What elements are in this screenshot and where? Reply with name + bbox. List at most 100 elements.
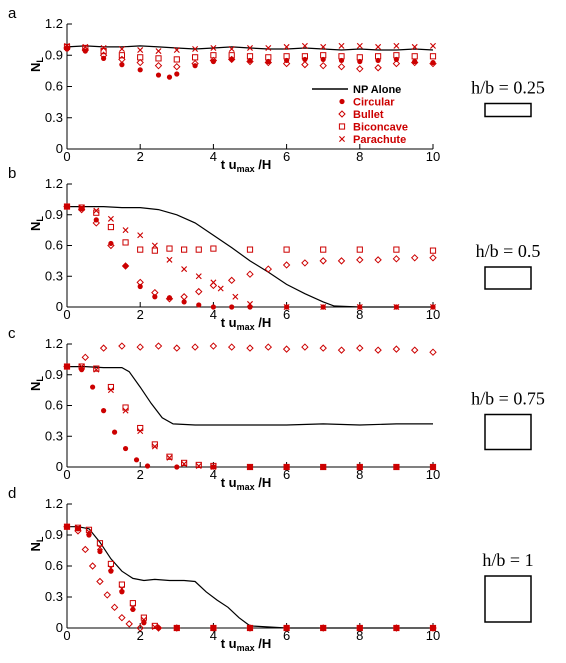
data-point <box>192 54 199 61</box>
data-point <box>301 53 308 60</box>
data-point <box>195 287 203 296</box>
data-point <box>154 624 163 632</box>
data-point <box>107 387 114 394</box>
data-point <box>320 464 327 470</box>
data-point <box>181 299 187 305</box>
data-point <box>195 462 202 469</box>
data-point <box>78 204 85 211</box>
data-point <box>229 304 235 310</box>
data-point <box>429 59 437 68</box>
x-tick-label: 10 <box>426 467 440 482</box>
data-point <box>195 461 202 469</box>
aspect-ratio-label: h/b = 1 <box>482 550 533 570</box>
data-point <box>246 57 254 66</box>
data-point <box>283 624 290 632</box>
x-axis-label: t umax /H <box>221 636 272 653</box>
data-point <box>151 247 158 254</box>
x-tick-label: 2 <box>137 628 144 643</box>
data-point <box>122 227 129 234</box>
data-point <box>192 63 198 69</box>
data-point <box>227 276 236 285</box>
data-point <box>393 463 400 471</box>
legend-label-np-alone: NP Alone <box>353 84 401 96</box>
series-bullet <box>63 44 437 73</box>
data-point <box>319 61 327 70</box>
aspect-ratio-label: h/b = 0.25 <box>471 78 545 98</box>
data-point <box>246 246 254 253</box>
data-point <box>137 54 144 61</box>
data-point <box>228 52 235 59</box>
data-point <box>210 462 217 470</box>
data-point <box>430 42 436 49</box>
legend-marker-circular <box>339 98 345 105</box>
data-point <box>103 591 111 599</box>
data-point <box>174 464 180 470</box>
data-point <box>374 256 382 264</box>
data-point <box>393 42 400 49</box>
x-tick-label: 6 <box>283 467 290 482</box>
data-point <box>119 62 125 68</box>
data-point <box>264 343 273 351</box>
np-alone-line <box>67 206 433 308</box>
data-point <box>63 363 71 370</box>
data-point <box>111 429 118 435</box>
y-tick-label: 0.9 <box>45 207 63 222</box>
data-point <box>264 265 273 273</box>
data-point <box>375 43 382 50</box>
data-point <box>319 344 327 352</box>
data-point <box>393 625 400 631</box>
data-point <box>137 67 143 73</box>
series-circular <box>64 203 436 310</box>
data-point <box>173 344 181 352</box>
data-point <box>356 624 363 632</box>
data-point <box>374 346 382 354</box>
y-tick-label: 1.2 <box>45 16 63 31</box>
data-point <box>122 407 129 414</box>
data-point <box>430 625 436 631</box>
data-point <box>93 365 100 372</box>
series-biconcave <box>63 363 437 471</box>
data-point <box>173 625 180 631</box>
data-point <box>320 463 327 471</box>
panel-label: a <box>8 5 17 22</box>
data-point <box>430 464 436 470</box>
data-point <box>82 43 89 50</box>
data-point <box>100 44 107 51</box>
y-tick-label: 0 <box>56 459 63 474</box>
legend-label-parachute: Parachute <box>353 134 406 146</box>
data-point <box>392 59 401 68</box>
data-point <box>283 246 290 253</box>
data-point <box>283 304 290 310</box>
data-point <box>217 285 224 292</box>
data-point <box>101 408 107 414</box>
x-tick-label: 4 <box>210 149 217 164</box>
data-point <box>122 445 129 452</box>
y-axis-label: NL <box>28 216 45 231</box>
data-point <box>356 256 364 264</box>
y-axis-label: NL <box>28 536 45 551</box>
x-tick-label: 0 <box>63 149 70 164</box>
series-bullet <box>63 202 437 303</box>
data-point <box>136 343 144 351</box>
x-axis-label: t umax /H <box>221 475 272 492</box>
data-point <box>264 58 273 67</box>
x-tick-label: 8 <box>356 467 363 482</box>
series-np-alone <box>67 526 433 629</box>
data-point <box>129 604 136 611</box>
data-point <box>181 460 188 467</box>
legend-label-bullet: Bullet <box>353 109 384 121</box>
data-point <box>265 54 272 61</box>
data-point <box>155 48 162 55</box>
data-point <box>247 625 253 631</box>
data-point <box>430 304 436 310</box>
x-tick-label: 8 <box>356 307 363 322</box>
data-point <box>320 43 327 50</box>
data-point <box>133 457 140 463</box>
series-bullet <box>63 523 437 632</box>
y-tick-label: 1.2 <box>45 496 63 511</box>
series-bullet <box>63 342 437 371</box>
series-biconcave <box>63 43 437 63</box>
data-point <box>429 53 437 60</box>
y-tick-label: 0.3 <box>45 110 63 125</box>
data-point <box>246 270 254 278</box>
